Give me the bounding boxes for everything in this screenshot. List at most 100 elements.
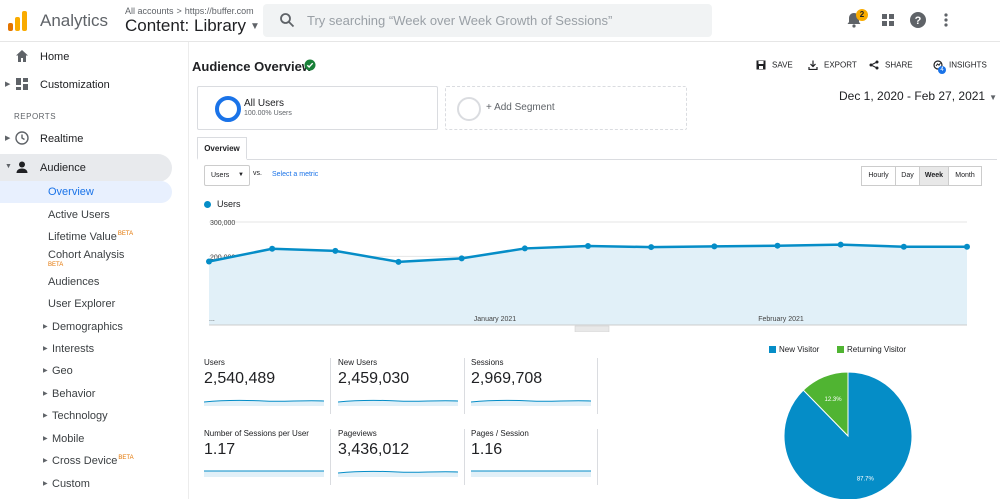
scorecard-value: 2,540,489	[204, 370, 276, 387]
share-button[interactable]: SHARE	[869, 60, 913, 70]
crumb-all-accounts[interactable]: All accounts	[125, 6, 174, 16]
granularity-week[interactable]: Week	[919, 166, 949, 186]
share-icon	[869, 60, 879, 70]
sidebar-subitem-behavior[interactable]: ▶ Behavior	[0, 383, 172, 405]
legend-label: Users	[217, 199, 241, 209]
sidebar-subitem-active-users[interactable]: Active Users	[0, 204, 172, 226]
more-vert-icon[interactable]	[937, 11, 955, 29]
sidebar-subitem-cross-device[interactable]: ▶ Cross DeviceBETA	[0, 450, 172, 472]
users-area	[209, 244, 967, 325]
scorecard-new-users[interactable]: New Users 2,459,030	[338, 358, 468, 418]
dashboard-icon	[16, 78, 28, 90]
subitem-label: Behavior	[52, 388, 96, 400]
apps-grid-icon[interactable]	[879, 11, 897, 29]
sidebar-item-realtime[interactable]: ▶ Realtime	[0, 127, 172, 151]
account-title: Content: Library	[125, 16, 246, 35]
page-title: Audience Overview	[192, 59, 312, 74]
select-metric-link[interactable]: Select a metric	[272, 171, 319, 178]
expand-arrow-icon: ▶	[43, 436, 48, 442]
users-point[interactable]	[837, 241, 844, 248]
sidebar-subitem-cohort-analysis[interactable]: Cohort Analysis BETA	[0, 244, 172, 270]
users-point[interactable]	[585, 243, 591, 250]
search-box[interactable]	[263, 4, 712, 37]
main-content: Audience Overview SAVE EXPORT SHARE INSI…	[188, 42, 1000, 499]
export-icon	[808, 60, 818, 70]
insights-count-badge: 4	[938, 66, 946, 74]
subitem-label: Lifetime Value	[48, 231, 117, 243]
clock-icon	[15, 131, 29, 145]
scorecard-pageviews[interactable]: Pageviews 3,436,012	[338, 429, 468, 489]
granularity-day[interactable]: Day	[895, 166, 920, 186]
users-point[interactable]	[269, 245, 276, 252]
users-point[interactable]	[332, 247, 339, 254]
scorecard-sessions-per-user[interactable]: Number of Sessions per User 1.17	[204, 429, 334, 489]
scorecard-users[interactable]: Users 2,540,489	[204, 358, 334, 418]
scorecard-pages-per-session[interactable]: Pages / Session 1.16	[471, 429, 601, 489]
person-icon	[16, 161, 28, 173]
segment-all-users[interactable]: All Users 100.00% Users	[197, 86, 438, 130]
sidebar-item-customization[interactable]: ▶ Customization	[0, 73, 172, 97]
sidebar-subitem-custom[interactable]: ▶ Custom	[0, 473, 172, 495]
granularity-month[interactable]: Month	[948, 166, 982, 186]
expand-arrow-icon: ▶	[43, 346, 48, 352]
sidebar-subitem-audiences[interactable]: Audiences	[0, 271, 172, 293]
visitor-pie-chart: 12.3% 87.7%	[783, 371, 913, 499]
tab-overview[interactable]: Overview	[197, 137, 247, 160]
users-point[interactable]	[458, 255, 465, 262]
pie-slice-new-visitor[interactable]	[783, 371, 913, 499]
x-tick-label: January 2021	[474, 316, 517, 323]
metric-select[interactable]: Users ▼	[204, 165, 250, 186]
scorecard-label: Pageviews	[338, 429, 377, 438]
users-point[interactable]	[964, 243, 970, 250]
y-tick-label: 300,000	[210, 220, 235, 227]
scorecard-label: Sessions	[471, 358, 504, 367]
sidebar-subitem-technology[interactable]: ▶ Technology	[0, 405, 172, 427]
sidebar-subitem-overview[interactable]: Overview	[0, 181, 172, 203]
save-button[interactable]: SAVE	[756, 60, 793, 70]
notification-badge: 2	[856, 9, 868, 21]
export-button[interactable]: EXPORT	[808, 60, 857, 70]
sidebar-subitem-geo[interactable]: ▶ Geo	[0, 360, 172, 382]
help-icon[interactable]: ?	[909, 11, 927, 29]
beta-badge: BETA	[118, 455, 134, 462]
sidebar-subitem-interests[interactable]: ▶ Interests	[0, 338, 172, 360]
crumb-site[interactable]: https://buffer.com	[184, 6, 254, 16]
caret-down-icon: ▼	[238, 172, 244, 178]
date-range-picker[interactable]: Dec 1, 2020 - Feb 27, 2021 ▼	[839, 89, 997, 103]
collapse-arrow-icon: ▼	[5, 163, 12, 170]
sidebar-label-home: Home	[40, 51, 70, 63]
subitem-label: Mobile	[52, 433, 85, 445]
users-point[interactable]	[900, 243, 907, 250]
account-selector[interactable]: Content: Library ▼	[125, 16, 260, 36]
expand-arrow-icon: ▶	[43, 324, 48, 330]
users-point[interactable]	[648, 244, 655, 251]
scorecard-sessions[interactable]: Sessions 2,969,708	[471, 358, 601, 418]
users-point[interactable]	[395, 258, 402, 265]
top-bar: Analytics All accounts > https://buffer.co…	[0, 0, 1000, 42]
segment-name: All Users	[244, 98, 285, 109]
add-segment-button[interactable]: + Add Segment	[445, 86, 687, 130]
scorecard-label: Pages / Session	[471, 429, 529, 438]
users-point[interactable]	[774, 242, 781, 249]
chart-resize-handle[interactable]	[574, 325, 610, 332]
sidebar-item-audience[interactable]: ▼ Audience	[0, 154, 172, 182]
sidebar-subitem-mobile[interactable]: ▶ Mobile	[0, 428, 172, 450]
users-point[interactable]	[711, 243, 718, 250]
users-point[interactable]	[521, 245, 528, 252]
scorecard-divider	[330, 358, 331, 414]
chart-legend: Users	[204, 199, 241, 209]
users-point[interactable]	[206, 258, 212, 265]
sidebar-subitem-user-explorer[interactable]: User Explorer	[0, 293, 172, 315]
granularity-hourly[interactable]: Hourly	[861, 166, 896, 186]
expand-arrow-icon: ▶	[5, 81, 11, 88]
scorecard-label: New Users	[338, 358, 378, 367]
sidebar-item-home[interactable]: Home	[0, 45, 172, 69]
sidebar-subitem-demographics[interactable]: ▶ Demographics	[0, 316, 172, 338]
account-breadcrumb[interactable]: All accounts > https://buffer.com	[125, 6, 254, 16]
sidebar-label-customization: Customization	[40, 79, 110, 91]
verified-check-icon	[304, 59, 316, 71]
analytics-logo[interactable]	[8, 9, 28, 31]
search-input[interactable]	[307, 4, 697, 37]
sidebar-subitem-lifetime-value[interactable]: Lifetime ValueBETA	[0, 226, 172, 248]
caret-down-icon: ▼	[989, 93, 998, 102]
